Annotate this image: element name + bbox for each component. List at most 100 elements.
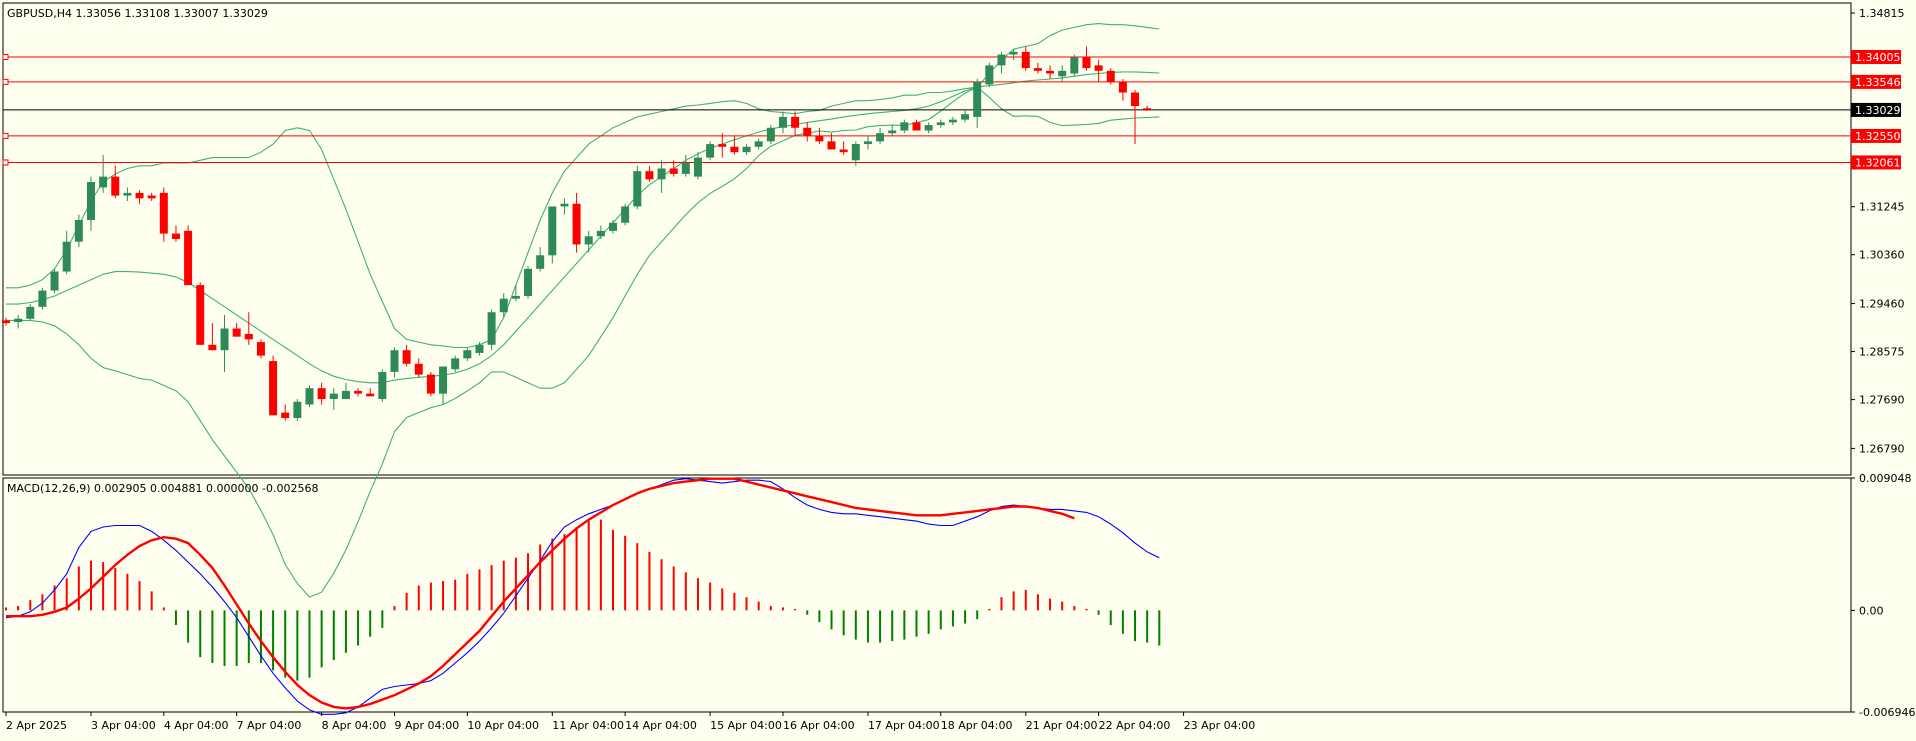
time-axis-label: 15 Apr 04:00 [710, 719, 782, 732]
candle-body [766, 127, 775, 142]
candle-body [1021, 51, 1030, 69]
candle-body [26, 306, 35, 319]
candle-body [208, 344, 217, 351]
candle-body [888, 130, 897, 134]
candle-body [74, 220, 83, 242]
macd-indicator-title: MACD(12,26,9) 0.002905 0.004881 0.000000… [7, 482, 318, 495]
macd-lines [5, 477, 1160, 715]
candle-body [669, 168, 678, 174]
candle-body [305, 388, 314, 405]
candle-body [778, 116, 787, 128]
candle-body [123, 192, 132, 196]
macd-histogram [5, 519, 1161, 681]
price-panel-frame [2, 2, 1852, 476]
candle-body [1009, 51, 1018, 55]
candle-body [317, 388, 326, 400]
candle-body [1082, 57, 1091, 69]
candle-body [1131, 92, 1140, 107]
candle-body [609, 222, 617, 231]
price-axis: 1.34815 1.31245 1.30360 1.29460 1.28575 1.276… [1851, 7, 1905, 455]
bb-lower-line [6, 86, 1160, 598]
level-price-tag [1851, 128, 1901, 143]
price-axis-label: 1.34815 [1859, 7, 1905, 20]
candle-body [536, 255, 545, 269]
macd-axis-label: 0.00 [1859, 604, 1884, 617]
macd-axis-label: 0.009048 [1859, 472, 1912, 485]
candle-body [451, 358, 460, 370]
time-axis-label: 4 Apr 04:00 [164, 719, 229, 732]
macd-panel-frame [2, 477, 1852, 713]
candle-body [524, 268, 533, 296]
candle-body [681, 163, 690, 174]
candle-body [863, 141, 872, 145]
candle-body [961, 114, 970, 120]
time-axis-label: 21 Apr 04:00 [1026, 719, 1098, 732]
candle-body [256, 342, 265, 356]
current-price-label: 1.33029 [1855, 104, 1901, 117]
candle-body [560, 203, 569, 207]
candle-body [985, 65, 994, 85]
level-line-handle [2, 78, 9, 85]
candle-body [596, 230, 605, 237]
candle-body [159, 192, 168, 234]
bb-upper-line [6, 23, 1160, 349]
candle-body [803, 127, 812, 136]
candle-body [900, 122, 909, 131]
candle-body [827, 141, 836, 150]
price-axis-label: 1.27690 [1859, 394, 1905, 407]
time-axis-label: 22 Apr 04:00 [1099, 719, 1171, 732]
level-price-label: 1.32550 [1855, 130, 1901, 143]
time-axis-label: 3 Apr 04:00 [91, 719, 156, 732]
candle-body [706, 144, 715, 158]
time-axis-label: 9 Apr 04:00 [394, 719, 459, 732]
candle-body [693, 157, 702, 177]
time-axis-label: 18 Apr 04:00 [941, 719, 1013, 732]
candle-body [973, 81, 982, 117]
level-price-tag [1851, 155, 1901, 170]
time-axis-label: 16 Apr 04:00 [783, 719, 855, 732]
candle-body [390, 350, 399, 372]
price-axis-label: 1.30360 [1859, 249, 1905, 262]
candle-body [184, 230, 193, 286]
candle-body [1106, 70, 1115, 82]
price-axis-label: 1.31245 [1859, 201, 1905, 214]
candle-body [354, 390, 363, 394]
macd-signal-line [6, 477, 1075, 710]
level-price-tag [1851, 74, 1901, 89]
candle-body [1094, 65, 1103, 71]
level-price-label: 1.34005 [1855, 51, 1901, 64]
candle-body [244, 333, 253, 340]
horizontal-levels[interactable] [2, 53, 1851, 166]
candle-body [475, 344, 484, 353]
level-price-labels: 1.34005 1.33546 1.32550 1.32061 1.33029 [1851, 49, 1901, 170]
current-price-tag [1851, 102, 1901, 117]
candle-body [948, 119, 957, 123]
level-price-label: 1.33546 [1855, 76, 1901, 89]
candlesticks [2, 46, 1152, 421]
time-axis-label: 17 Apr 04:00 [868, 719, 940, 732]
time-axis-label: 11 Apr 04:00 [552, 719, 624, 732]
candle-body [924, 125, 933, 131]
candle-body [402, 350, 411, 364]
price-axis-label: 1.28575 [1859, 346, 1905, 359]
candle-body [936, 122, 945, 126]
candle-body [366, 393, 375, 397]
level-line-handle [2, 53, 9, 60]
candle-body [329, 393, 338, 400]
level-price-label: 1.32061 [1855, 156, 1901, 169]
candle-body [86, 182, 95, 221]
level-line-handle [2, 159, 9, 166]
candle-body [997, 54, 1006, 66]
bb-middle-line [6, 71, 1160, 384]
candle-body [633, 171, 642, 207]
macd-main-line [5, 478, 1160, 715]
macd-axis-label: -0.006946 [1859, 706, 1915, 719]
price-axis-label: 1.29460 [1859, 298, 1905, 311]
candle-body [439, 366, 448, 394]
candle-body [621, 206, 630, 223]
candle-body [876, 133, 885, 142]
candle-body [2, 320, 10, 324]
candle-body [1143, 108, 1152, 110]
